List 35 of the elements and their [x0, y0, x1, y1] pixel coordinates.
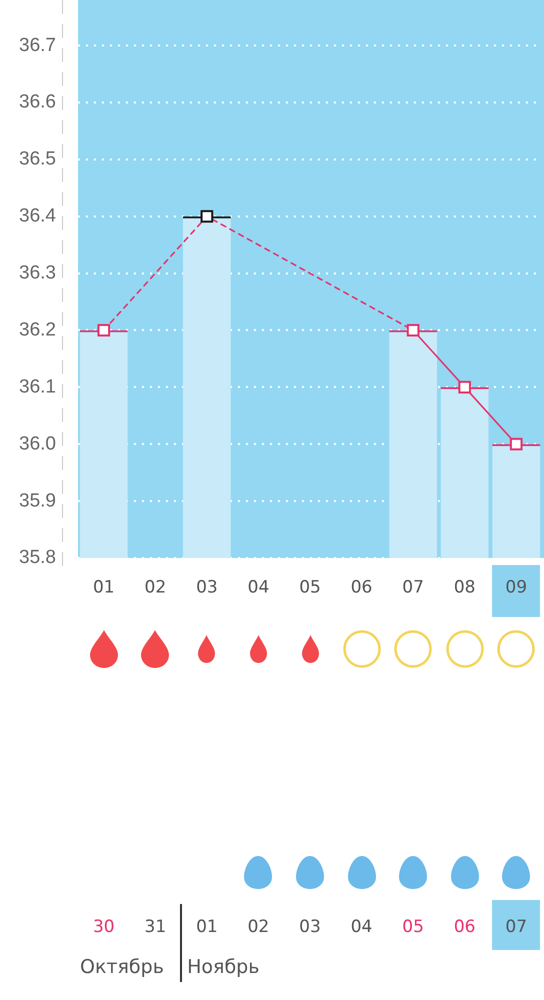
text: Октябрь — [80, 955, 164, 980]
x-tick-label: 04 — [248, 578, 270, 598]
y-tick-label: 36.7 — [19, 34, 56, 56]
y-tick-label: 36.2 — [19, 319, 56, 340]
point — [200, 210, 214, 223]
x-tick-label: 05 — [299, 578, 321, 598]
point — [510, 438, 523, 450]
text: 02 — [246, 916, 270, 939]
point — [97, 324, 110, 337]
text: 06 — [452, 916, 476, 939]
text: 05 — [401, 916, 425, 939]
x-tick-label: 06 — [350, 578, 372, 598]
point — [406, 324, 420, 337]
text: 30 — [92, 916, 116, 939]
text: Ноябрь — [187, 955, 260, 980]
x-tick-label: 03 — [196, 578, 218, 598]
x-tick-label: 01 — [92, 578, 115, 598]
y-tick-label: 36.5 — [19, 148, 56, 170]
text: 01 — [195, 916, 219, 939]
y-tick-label: 35.8 — [19, 547, 56, 568]
text: 31 — [144, 916, 168, 939]
y-tick-label: 35.9 — [19, 490, 56, 512]
text: 03 — [298, 916, 322, 939]
y-tick-label: 36.0 — [19, 433, 56, 454]
y-tick-label: 36.4 — [19, 206, 56, 227]
y-tick-label: 36.6 — [19, 92, 56, 113]
text: 07 — [504, 916, 528, 939]
x-tick-label: 07 — [402, 578, 424, 598]
text: 04 — [350, 916, 374, 939]
x-tick-label: 02 — [144, 578, 166, 598]
y-tick-label: 36.1 — [19, 376, 56, 398]
x-tick-label: 09 — [505, 578, 528, 598]
point — [458, 380, 471, 394]
y-tick-label: 36.3 — [19, 262, 56, 284]
x-tick-label: 08 — [454, 578, 476, 598]
